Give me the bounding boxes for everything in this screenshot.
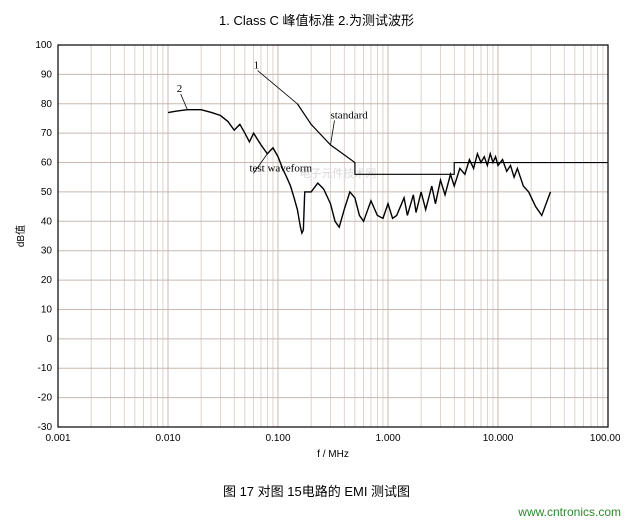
svg-text:70: 70	[41, 128, 53, 139]
svg-text:-10: -10	[38, 363, 53, 374]
svg-text:20: 20	[41, 275, 53, 286]
annot-1: 1	[254, 60, 259, 72]
annot-2: 2	[177, 83, 183, 95]
emi-chart: -30 -20 -10 0 10 20 30 40 50 60 70 80 90 100 dB值 0.001 0…	[10, 37, 620, 467]
svg-text:0.100: 0.100	[265, 433, 290, 444]
svg-text:-20: -20	[38, 393, 53, 404]
svg-text:0.010: 0.010	[155, 433, 180, 444]
svg-text:60: 60	[41, 158, 53, 169]
svg-text:90: 90	[41, 69, 53, 80]
svg-text:1.000: 1.000	[375, 433, 400, 444]
annot-standard: standard	[330, 109, 368, 121]
svg-text:100: 100	[35, 40, 52, 51]
top-caption: 1. Class C 峰值标准 2.为测试波形	[10, 10, 623, 29]
svg-text:dB值: dB值	[14, 225, 27, 247]
bottom-caption: 图 17 对图 15电路的 EMI 测试图	[10, 481, 623, 500]
footer-link[interactable]: www.cntronics.com	[518, 505, 621, 519]
svg-text:10.000: 10.000	[483, 433, 514, 444]
svg-text:0.001: 0.001	[45, 433, 70, 444]
svg-text:30: 30	[41, 246, 53, 257]
svg-text:50: 50	[41, 187, 53, 198]
svg-text:100.000: 100.000	[590, 433, 620, 444]
svg-text:-30: -30	[38, 422, 53, 433]
svg-text:40: 40	[41, 216, 53, 227]
chart-svg: -30 -20 -10 0 10 20 30 40 50 60 70 80 90 100 dB值 0.001 0…	[10, 37, 620, 467]
svg-text:f / MHz: f / MHz	[317, 449, 349, 460]
svg-text:10: 10	[41, 304, 53, 315]
annot-test_waveform: test waveform	[249, 162, 312, 174]
svg-text:80: 80	[41, 99, 53, 110]
svg-text:0: 0	[46, 334, 52, 345]
